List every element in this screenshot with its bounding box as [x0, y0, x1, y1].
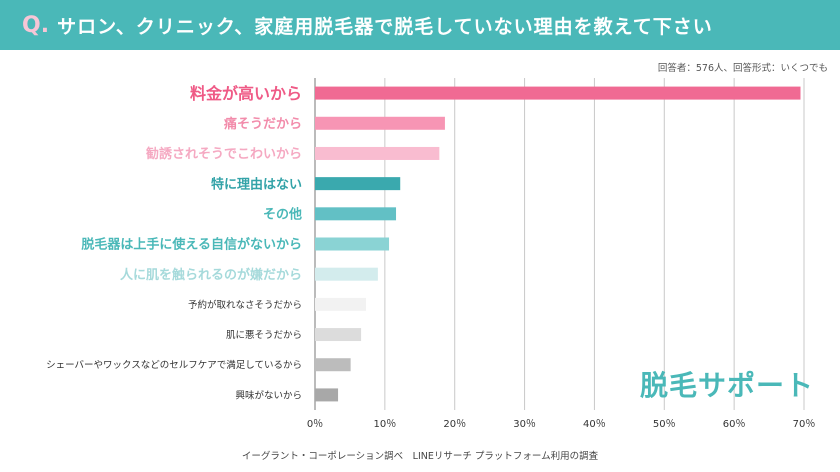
- source-note: イーグラント・コーポレーション調べ LINEリサーチ プラットフォーム利用の調査: [241, 451, 599, 462]
- x-tick-label: 20％: [443, 419, 466, 430]
- bar: [315, 86, 801, 100]
- x-tick-label: 50％: [653, 419, 676, 430]
- x-tick-label: 0％: [307, 419, 323, 430]
- x-tick-label: 70％: [793, 419, 816, 430]
- bar: [315, 328, 362, 342]
- bar: [315, 358, 351, 372]
- category-label: 予約が取れなさそうだから: [188, 299, 302, 311]
- bar: [315, 207, 397, 221]
- category-label: その他: [263, 206, 302, 222]
- x-tick-label: 10％: [373, 419, 396, 430]
- brand-logo: 脱毛サポート: [640, 369, 815, 402]
- category-label: 痛そうだから: [223, 116, 302, 132]
- bar: [315, 146, 440, 160]
- bar: [315, 237, 390, 251]
- x-tick-label: 40％: [583, 419, 606, 430]
- x-tick-label: 60％: [723, 419, 746, 430]
- category-label: 脱毛器は上手に使える自信がないから: [81, 237, 302, 253]
- bar: [315, 267, 378, 281]
- x-tick-label: 30％: [513, 419, 536, 430]
- category-label: シェーバーやワックスなどのセルフケアで満足しているから: [46, 360, 302, 371]
- category-label: 興味がないから: [235, 389, 302, 401]
- bar: [315, 297, 366, 311]
- question-text: サロン、クリニック、家庭用脱毛器で脱毛していない理由を教えて下さい: [57, 15, 713, 38]
- bar: [315, 116, 445, 130]
- category-label: 人に肌を触られるのが嫌だから: [120, 267, 302, 283]
- bar: [315, 388, 339, 402]
- category-label: 料金が高いから: [190, 84, 302, 103]
- category-label: 特に理由はない: [211, 176, 302, 192]
- category-label: 勧誘されそうでこわいから: [145, 146, 302, 162]
- question-mark: Q.: [22, 12, 50, 38]
- category-label: 肌に悪そうだから: [226, 330, 302, 341]
- respondent-note: 回答者：576人、回答形式：いくつでも: [657, 63, 828, 74]
- bar: [315, 177, 401, 191]
- question-header: Q. サロン、クリニック、家庭用脱毛器で脱毛していない理由を教えて下さい: [0, 0, 840, 50]
